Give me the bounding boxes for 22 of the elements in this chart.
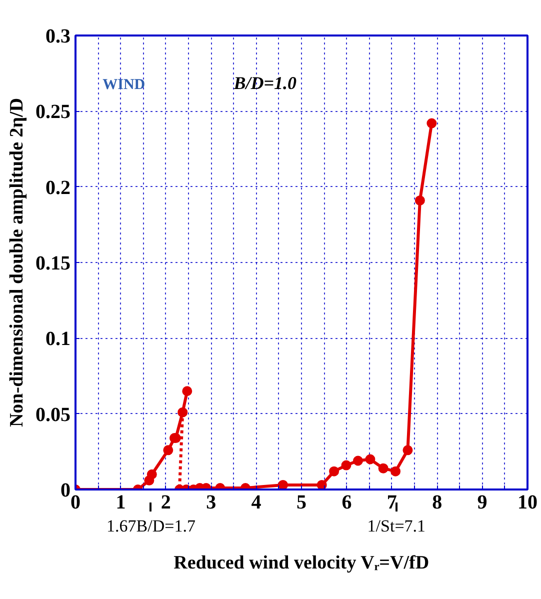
y-tick-label: 0.15 [36,252,70,274]
y-tick-label: 0.25 [36,101,70,124]
y-tick-label: 0.05 [36,404,70,426]
x-tick-label: 5 [296,492,306,514]
y-axis-title: Non-dimensional double amplitude 2η/D [6,98,28,428]
x-tick-label: 2 [160,492,171,514]
x-axis-title: Reduced wind velocity Vᵣ=V/fD [174,552,430,574]
x-tick-label: 4 [251,492,262,514]
x-tick-label: 1 [116,492,126,514]
y-tick-label: 0.1 [46,328,70,350]
x-tick-label: 10 [518,492,538,514]
y-tick-label: 0.3 [46,26,70,48]
annotation: B/D=1.0 [232,73,296,94]
x-tick-label: 8 [432,492,442,514]
x-tick-label: 6 [342,492,352,514]
x-tick-label: 9 [477,492,488,514]
annotation: 1.67B/D=1.7 [106,516,196,536]
annotation: WIND [102,77,146,94]
x-tick-label: 3 [206,492,216,514]
y-tick-label: 0.2 [46,176,70,199]
annotation: 1/St=7.1 [367,516,426,536]
x-tick-label: 7 [386,492,397,514]
